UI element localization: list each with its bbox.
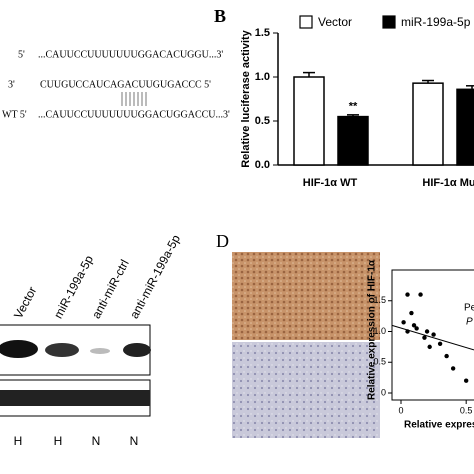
lane-group: N [92, 434, 101, 448]
point [414, 326, 419, 331]
ihc-image [232, 342, 380, 438]
point [418, 292, 423, 297]
stat-label: Pe [464, 303, 474, 314]
y-axis-label: Relative expression of HIF-1α [367, 259, 378, 400]
point [444, 353, 449, 359]
lane-label: Vector [11, 284, 39, 321]
point [424, 329, 430, 334]
ihc-images [232, 252, 380, 438]
point [401, 320, 406, 325]
sequence-panel [121, 92, 147, 106]
x-tick-label: HIF-1α Mu [422, 177, 474, 189]
y-tick-label: 0.0 [255, 159, 270, 171]
y-tick-label: 1.0 [373, 326, 386, 336]
point [463, 378, 469, 383]
y-tick-label: 0 [381, 387, 386, 397]
sequence: ...CAUUCCUUUUUUUGGACUGGACCU...3' [38, 109, 230, 120]
bar [412, 82, 444, 166]
loading-band [0, 390, 150, 406]
point [450, 366, 456, 371]
sequence: ...CAUUCCUUUUUUUGGACACUGGU...3' [38, 49, 223, 60]
lane-group: H [54, 434, 63, 448]
band [90, 348, 110, 354]
y-axis-label: Relative luciferase activity [240, 29, 252, 167]
point [411, 323, 417, 328]
y-tick-label: 0.5 [373, 357, 386, 367]
lane-group: N [130, 434, 139, 448]
legend-label: miR-199a-5p [401, 15, 471, 29]
sequence: CUUGUCCAUCAGACUUGUGACCC 5' [40, 79, 211, 90]
band [123, 343, 151, 357]
ihc-image [232, 252, 380, 340]
x-tick-label: 0.5 [460, 405, 473, 415]
y-tick-label: 0.5 [255, 115, 270, 127]
x-axis-label: Relative expressi [404, 420, 474, 431]
bar [456, 88, 474, 166]
x-tick-label: 0 [398, 405, 403, 415]
band [45, 343, 79, 357]
point [437, 341, 443, 346]
point [427, 344, 432, 350]
point [405, 329, 410, 334]
x-tick-label: HIF-1α WT [303, 177, 358, 189]
point [422, 335, 427, 340]
lane-label: miR-199a-5p [51, 253, 96, 321]
western-blot [0, 324, 151, 417]
trend-line [391, 324, 474, 351]
lane-group: H [14, 434, 23, 448]
point [431, 332, 436, 337]
lane-label: anti-miR-199a-5p [127, 232, 183, 321]
lane-label: anti-miR-ctrl [89, 257, 132, 321]
legend-swatch [382, 15, 396, 29]
point [405, 292, 410, 297]
pairing-lines [121, 92, 147, 106]
y-tick-label: 1.5 [255, 27, 270, 39]
legend-label: Vector [318, 15, 352, 29]
y-tick-label: 1.5 [373, 295, 386, 305]
y-tick-label: 1.0 [255, 71, 270, 83]
point [409, 310, 414, 316]
sequence-end: 3' [8, 79, 15, 90]
band [0, 340, 38, 358]
bar [337, 115, 369, 166]
legend-swatch [299, 15, 313, 29]
panel-label: B [214, 6, 226, 26]
sequence-end: 5' [18, 49, 25, 60]
stat-label: P [466, 317, 473, 328]
bar [293, 76, 325, 166]
plot-frame [391, 269, 474, 401]
sequence-end: WT 5' [2, 109, 27, 120]
significance: ** [349, 101, 358, 113]
panel-label: D [216, 231, 229, 251]
